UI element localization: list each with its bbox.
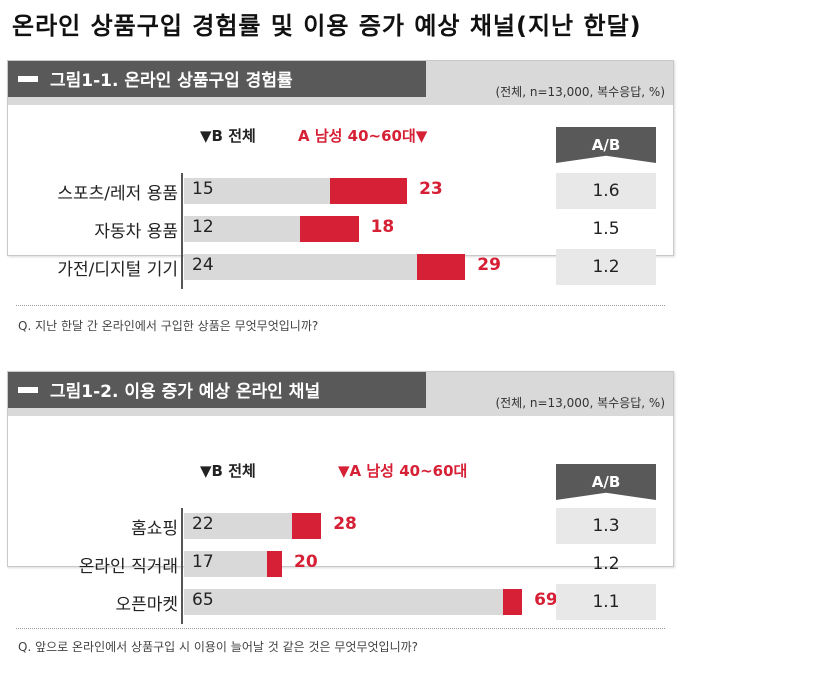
bar-b	[184, 513, 292, 539]
chart-title: 그림1-1. 온라인 상품구입 경험률	[50, 71, 293, 91]
axis-line	[181, 173, 183, 289]
ab-ratio-cell: 1.1	[556, 584, 656, 620]
value-label-a: 28	[333, 514, 357, 534]
legend-a: ▼A 남성 40~60대	[338, 462, 468, 480]
chart-panel-1: 그림1-1. 온라인 상품구입 경험률 (전체, n=13,000, 복수응답,…	[7, 60, 674, 333]
category-label: 자동차 용품	[94, 222, 178, 242]
value-label-a: 29	[477, 255, 501, 275]
header-dash-icon	[18, 387, 38, 393]
page-title: 온라인 상품구입 경험률 및 이용 증가 예상 채널(지난 한달)	[12, 12, 642, 40]
chart-row: 오픈마켓 65 69 1.1	[8, 584, 668, 620]
category-label: 온라인 직거래	[78, 557, 178, 577]
bar-a	[300, 216, 359, 242]
chart-title: 그림1-2. 이용 증가 예상 온라인 채널	[50, 382, 321, 402]
bar-a	[291, 513, 322, 539]
chart-row: 자동차 용품 12 18 1.5	[8, 211, 668, 247]
ab-ratio-cell: 1.6	[556, 173, 656, 209]
panel-header: 그림1-2. 이용 증가 예상 온라인 채널 (전체, n=13,000, 복수…	[8, 372, 673, 416]
header-dash-icon	[18, 76, 38, 82]
bar-b	[184, 178, 330, 204]
value-label-b: 65	[192, 590, 214, 610]
ab-ratio-cell: 1.2	[592, 554, 620, 574]
bar-a	[267, 551, 282, 577]
category-label: 오픈마켓	[115, 595, 178, 615]
panel-header: 그림1-1. 온라인 상품구입 경험률 (전체, n=13,000, 복수응답,…	[8, 61, 673, 105]
bar-b	[184, 551, 268, 577]
value-label-b: 15	[192, 179, 214, 199]
header-bar	[8, 372, 426, 408]
legend-a: A 남성 40~60대▼	[298, 127, 428, 145]
chart-row: 가전/디지털 기기 24 29 1.2	[8, 249, 668, 285]
ab-ratio-cell: 1.3	[556, 508, 656, 544]
chart-body: ▼B 전체 ▼A 남성 40~60대 A/B 홈쇼핑 22 28 1.3 온라인 직거래…	[8, 416, 673, 624]
value-label-a: 20	[294, 552, 318, 572]
bar-b	[184, 589, 503, 615]
chart-note: (전체, n=13,000, 복수응답, %)	[495, 85, 665, 99]
divider	[16, 305, 665, 306]
bar-b	[184, 254, 417, 280]
ab-header: A/B	[556, 127, 656, 163]
value-label-a: 69	[534, 590, 558, 610]
category-label: 스포츠/레저 용품	[57, 184, 178, 204]
ab-ratio-cell: 1.2	[556, 249, 656, 285]
chart-row: 스포츠/레저 용품 15 23 1.6	[8, 173, 668, 209]
chart-row: 홈쇼핑 22 28 1.3	[8, 508, 668, 544]
value-label-b: 12	[192, 217, 214, 237]
chart-panel-2: 그림1-2. 이용 증가 예상 온라인 채널 (전체, n=13,000, 복수…	[7, 371, 674, 654]
category-label: 가전/디지털 기기	[57, 260, 178, 280]
question-text: Q. 지난 한달 간 온라인에서 구입한 상품은 무엇무엇입니까?	[18, 319, 319, 333]
bar-b	[184, 216, 301, 242]
axis-line	[181, 508, 183, 624]
question-text: Q. 앞으로 온라인에서 상품구입 시 이용이 늘어날 것 같은 것은 무엇무엇…	[18, 640, 419, 654]
chart-row: 온라인 직거래 17 20 1.2	[8, 546, 668, 582]
header-bar	[8, 61, 426, 97]
ab-header: A/B	[556, 464, 656, 500]
legend-b: ▼B 전체	[200, 462, 256, 480]
divider	[16, 628, 665, 629]
value-label-b: 17	[192, 552, 214, 572]
value-label-a: 23	[419, 179, 443, 199]
value-label-b: 24	[192, 255, 214, 275]
category-label: 홈쇼핑	[131, 519, 178, 539]
value-label-a: 18	[370, 217, 395, 237]
bar-a	[502, 589, 523, 615]
chart-note: (전체, n=13,000, 복수응답, %)	[495, 396, 665, 410]
legend-b: ▼B 전체	[200, 127, 256, 145]
chart-body: ▼B 전체 A 남성 40~60대▼ A/B 스포츠/레저 용품 15 23 1.6 자…	[8, 105, 673, 289]
ab-ratio-cell: 1.5	[592, 219, 620, 239]
value-label-b: 22	[192, 514, 214, 534]
bar-a	[329, 178, 408, 204]
bar-a	[416, 254, 466, 280]
